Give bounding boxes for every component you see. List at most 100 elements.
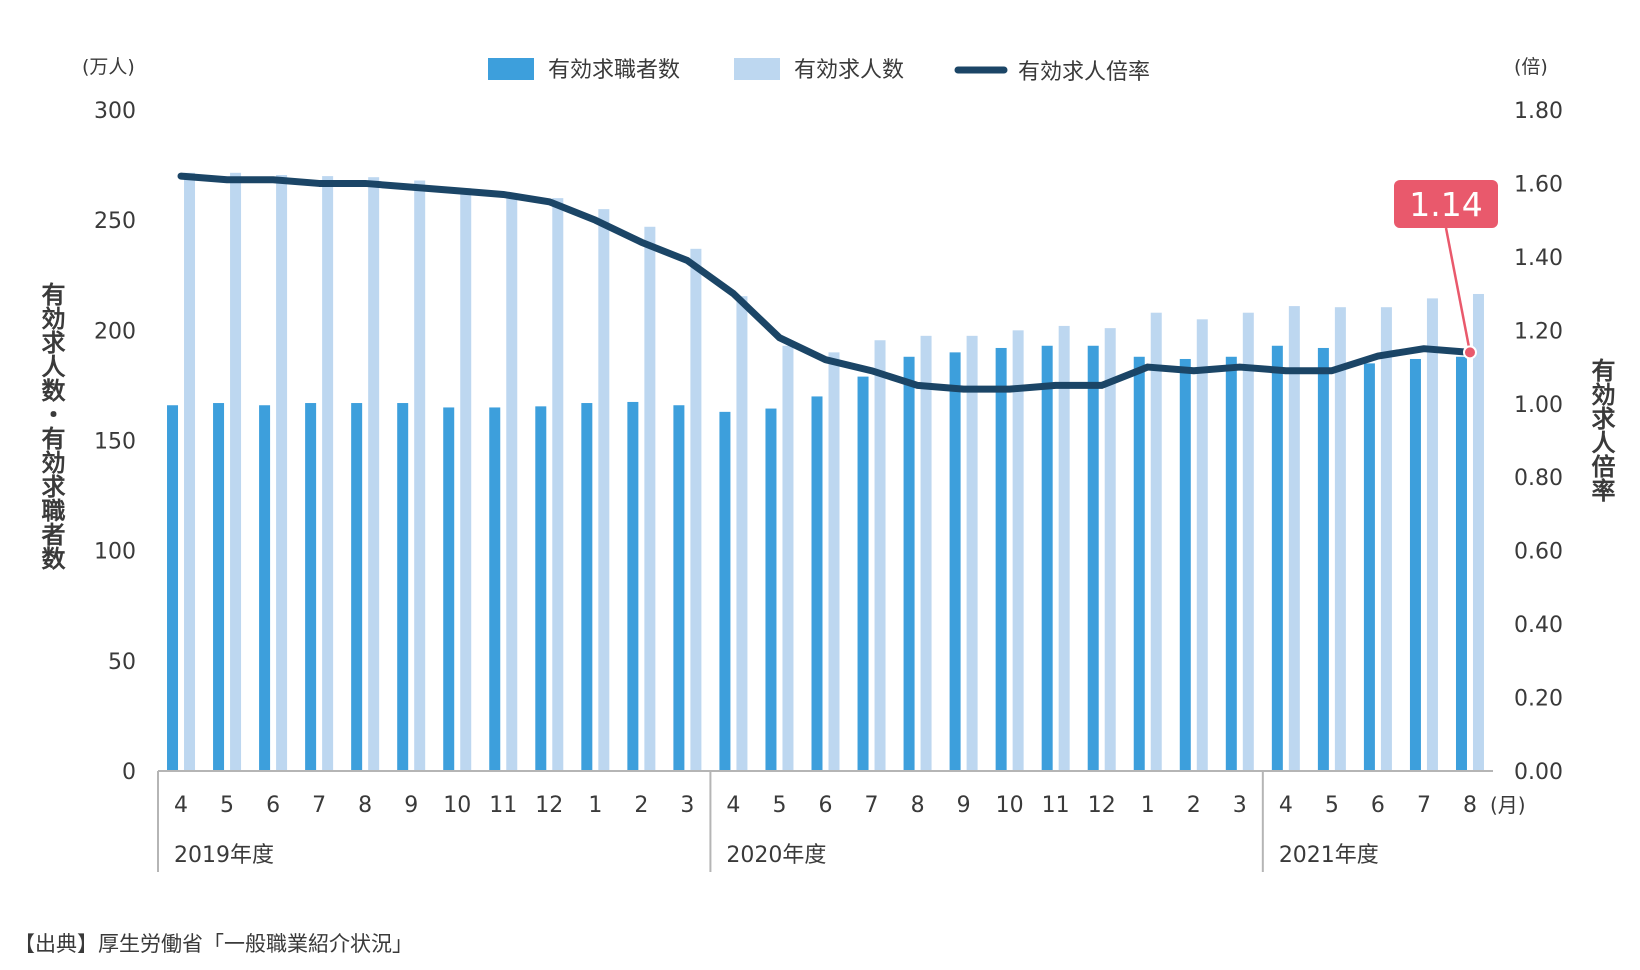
bar-openings <box>1426 298 1438 771</box>
x-tick-label: 6 <box>1371 793 1385 818</box>
x-tick-label: 11 <box>1042 793 1070 818</box>
bar-openings <box>1242 312 1254 771</box>
x-tick-label: 6 <box>266 793 280 818</box>
callout-leader-line <box>1444 227 1472 353</box>
right-tick-label: 1.40 <box>1514 246 1563 271</box>
bar-openings <box>460 188 472 772</box>
bar-openings <box>552 198 564 772</box>
x-tick-label: 7 <box>312 793 326 818</box>
right-tick-label: 1.00 <box>1514 393 1563 418</box>
left-axis-title: 有効求人数・有効求職者数 <box>37 282 65 571</box>
left-tick-label: 250 <box>94 209 136 234</box>
left-tick-label: 150 <box>94 430 136 455</box>
bar-seekers <box>949 352 961 771</box>
x-tick-label: 2 <box>1187 793 1201 818</box>
right-axis-ticks: 0.00 0.20 0.40 0.60 0.80 1.00 1.20 1.40 1.60 1.80 <box>1514 99 1563 785</box>
bar-openings <box>874 340 886 771</box>
x-tick-label: 7 <box>1417 793 1431 818</box>
x-tick-label: 6 <box>819 793 833 818</box>
left-axis-ticks: 0 50 100 150 200 250 300 <box>94 99 136 785</box>
legend-swatch-openings <box>734 58 780 80</box>
legend-label-openings: 有効求人数 <box>794 58 904 83</box>
bar-seekers <box>1317 347 1329 771</box>
callout-point <box>1462 345 1477 360</box>
x-tick-label: 7 <box>865 793 879 818</box>
bar-openings <box>506 195 518 771</box>
bar-openings <box>690 248 702 771</box>
bar-seekers <box>351 403 363 771</box>
bar-seekers <box>397 403 409 771</box>
bar-seekers <box>1409 358 1421 771</box>
legend: 有効求職者数 有効求人数 有効求人倍率 <box>488 58 1150 85</box>
left-tick-label: 200 <box>94 319 136 344</box>
bar-openings <box>414 180 426 772</box>
right-axis-unit: (倍) <box>1514 56 1548 78</box>
latest-ratio-callout: 1.14 <box>1394 180 1498 360</box>
bar-seekers <box>1225 356 1237 771</box>
x-tick-label: 12 <box>1088 793 1116 818</box>
ratio-line <box>177 172 1474 393</box>
bar-openings <box>966 335 978 771</box>
bar-seekers <box>213 403 225 771</box>
bar-openings <box>322 176 334 772</box>
x-tick-label: 10 <box>443 793 471 818</box>
right-axis-title: 有効求人倍率 <box>1587 358 1615 502</box>
right-tick-label: 0.20 <box>1514 687 1563 712</box>
bar-openings <box>1288 306 1300 771</box>
legend-swatch-seekers <box>488 58 534 80</box>
callout-box <box>1394 180 1498 228</box>
x-tick-label: 8 <box>911 793 925 818</box>
bar-openings <box>368 177 380 771</box>
x-tick-label: 11 <box>489 793 517 818</box>
bar-openings <box>736 296 748 771</box>
bar-seekers <box>857 376 869 771</box>
x-tick-label: 5 <box>1325 793 1339 818</box>
chart-canvas: 有効求職者数 有効求人数 有効求人倍率 (万人) (倍) 有効求人数・有効求職者… <box>37 56 1615 872</box>
right-tick-label: 1.60 <box>1514 172 1563 197</box>
bar-openings <box>1150 312 1162 771</box>
bar-seekers <box>627 401 639 771</box>
left-tick-label: 0 <box>122 760 136 785</box>
x-tick-label: 1 <box>1141 793 1155 818</box>
x-tick-label: 2 <box>634 793 648 818</box>
bar-openings <box>1104 328 1116 771</box>
bar-openings <box>1334 307 1346 771</box>
x-tick-label: 5 <box>772 793 786 818</box>
right-tick-label: 1.80 <box>1514 99 1563 124</box>
bar-openings <box>276 174 288 771</box>
bar-seekers <box>1455 356 1467 771</box>
right-tick-label: 0.00 <box>1514 760 1563 785</box>
bar-seekers <box>1363 363 1375 771</box>
source-note: 【出典】厚生労働省「一般職業紹介状況」 <box>14 932 413 956</box>
bar-openings <box>828 352 840 771</box>
callout-value: 1.14 <box>1409 185 1482 224</box>
bar-seekers <box>765 408 777 771</box>
left-tick-label: 100 <box>94 540 136 565</box>
bar-seekers <box>259 405 271 771</box>
bar-seekers <box>535 406 547 771</box>
x-tick-label: 9 <box>957 793 971 818</box>
left-tick-label: 50 <box>108 650 136 675</box>
bar-seekers <box>811 396 823 771</box>
x-tick-label: 4 <box>726 793 740 818</box>
x-tick-label: 3 <box>1233 793 1247 818</box>
legend-label-seekers: 有効求職者数 <box>548 58 680 83</box>
x-tick-label: 3 <box>680 793 694 818</box>
bar-seekers <box>1271 345 1283 771</box>
bar-openings <box>782 345 794 771</box>
right-tick-label: 0.80 <box>1514 466 1563 491</box>
bar-seekers <box>903 356 915 771</box>
bars <box>167 172 1484 772</box>
bar-seekers <box>443 407 455 771</box>
left-tick-label: 300 <box>94 99 136 124</box>
x-tick-label: 9 <box>404 793 418 818</box>
bar-seekers <box>1087 345 1099 771</box>
bar-seekers <box>1041 345 1053 771</box>
bar-openings <box>598 209 610 771</box>
bar-openings <box>1058 325 1070 771</box>
bar-seekers <box>1179 358 1191 771</box>
right-tick-label: 1.20 <box>1514 319 1563 344</box>
x-tick-label: 10 <box>996 793 1024 818</box>
right-tick-label: 0.60 <box>1514 540 1563 565</box>
bar-seekers <box>581 403 593 771</box>
